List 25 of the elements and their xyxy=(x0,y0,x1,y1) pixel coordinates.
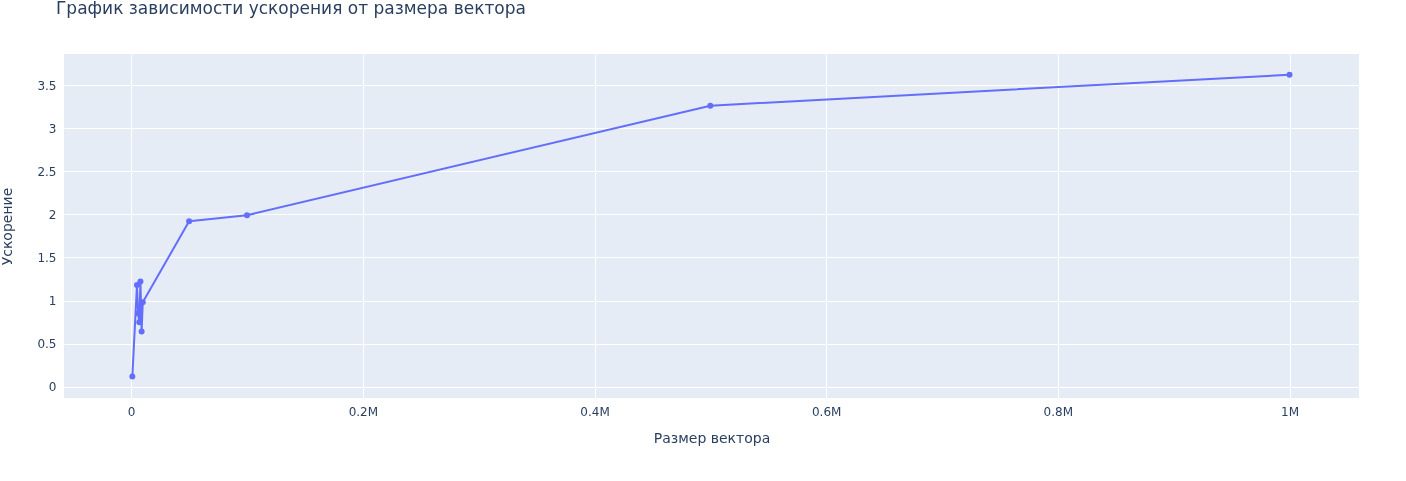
chart-title: График зависимости ускорения от размера вектора xyxy=(56,0,526,18)
y-tick-label: 3 xyxy=(48,121,57,136)
point xyxy=(707,102,714,109)
point xyxy=(244,212,251,219)
point xyxy=(133,282,140,289)
y-tick-label: 1.5 xyxy=(37,250,57,265)
point xyxy=(137,278,144,285)
point xyxy=(129,373,136,380)
x-tick-label: 0 xyxy=(127,404,136,419)
point xyxy=(1286,71,1293,78)
y-tick-label: 1 xyxy=(48,294,57,309)
y-tick-label: 3.5 xyxy=(37,78,57,93)
y-tick-label: 2.5 xyxy=(37,164,57,179)
y-axis-title: Ускорение xyxy=(0,187,16,266)
y-tick-label: 2 xyxy=(48,207,57,222)
y-tick-label: 0 xyxy=(48,380,57,395)
x-tick-label: 0.6M xyxy=(811,404,842,419)
point xyxy=(138,328,145,335)
x-tick-label: 0.4M xyxy=(580,404,610,419)
x-tick-label: 0.2M xyxy=(348,404,379,419)
x-tick-label: 1M xyxy=(1281,404,1299,419)
x-axis-title: Размер вектора xyxy=(653,429,771,446)
x-tick-label: 0.8M xyxy=(1043,404,1074,419)
point xyxy=(186,218,193,225)
y-tick-label: 0.5 xyxy=(37,337,57,352)
